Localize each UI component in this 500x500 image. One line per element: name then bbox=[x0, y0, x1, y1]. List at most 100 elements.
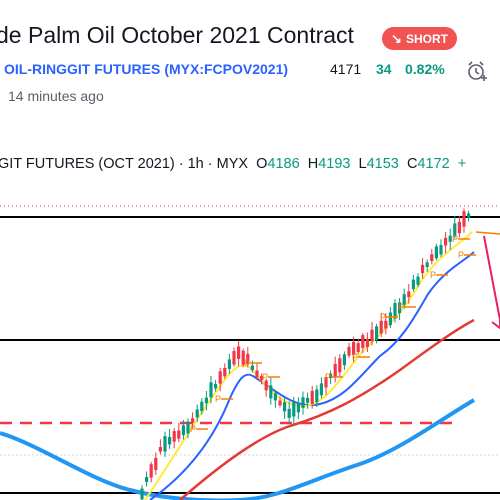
candle-body bbox=[342, 354, 346, 366]
chart-legend: GIT FUTURES (OCT 2021) · 1h · MYX O4186 … bbox=[0, 156, 466, 172]
candle-body bbox=[278, 400, 282, 406]
symbol-code-link[interactable]: (MYX:FCPOV2021) bbox=[164, 61, 289, 77]
candle-body bbox=[214, 384, 218, 389]
candle-body bbox=[379, 320, 383, 334]
candle-body bbox=[416, 276, 420, 285]
candle-body bbox=[370, 329, 374, 342]
candle-body bbox=[273, 393, 277, 401]
candle-body bbox=[154, 457, 158, 470]
candle-body bbox=[356, 343, 360, 352]
candle-body bbox=[434, 246, 438, 259]
candle-body bbox=[246, 353, 250, 365]
signal-marker: P bbox=[352, 352, 358, 362]
candle-body bbox=[375, 326, 379, 341]
legend-close-label: C bbox=[406, 156, 418, 172]
signal-marker: P bbox=[380, 312, 386, 322]
candle-body bbox=[398, 302, 402, 314]
candle-body bbox=[425, 262, 429, 268]
candle-body bbox=[200, 401, 204, 412]
candle-body bbox=[181, 425, 185, 436]
price-change: 34 bbox=[376, 61, 392, 77]
price-change-percent: 0.82% bbox=[405, 61, 445, 77]
signal-marker: P bbox=[215, 394, 221, 404]
candle-body bbox=[163, 436, 167, 452]
projection-orange-line bbox=[475, 231, 500, 235]
candles-group bbox=[140, 208, 471, 500]
legend-instrument: GIT FUTURES (OCT 2021) · 1h · MYX bbox=[0, 156, 249, 172]
alarm-clock-plus-icon[interactable] bbox=[466, 60, 488, 82]
candle-body bbox=[269, 385, 273, 399]
candle-body bbox=[255, 370, 259, 378]
candle-body bbox=[439, 245, 443, 255]
candle-body bbox=[227, 359, 231, 369]
candle-body bbox=[237, 346, 241, 359]
legend-close-value: 4172 bbox=[417, 156, 450, 172]
ema-mid-line bbox=[149, 251, 475, 500]
arrow-down-right-icon: ↘ bbox=[391, 30, 402, 46]
symbol-name-link[interactable]: OIL-RINGGIT FUTURES bbox=[4, 61, 161, 77]
candle-body bbox=[457, 221, 461, 234]
candle-body bbox=[264, 380, 268, 391]
legend-high-value: 4193 bbox=[318, 156, 351, 172]
candle-body bbox=[140, 488, 144, 500]
legend-low-label: L bbox=[358, 156, 367, 172]
short-idea-badge[interactable]: ↘ SHORT bbox=[382, 27, 457, 50]
candle-body bbox=[149, 464, 153, 478]
signal-marker: P bbox=[262, 372, 268, 382]
last-price: 4171 bbox=[330, 61, 362, 77]
candle-body bbox=[347, 346, 351, 356]
update-timestamp: 14 minutes ago bbox=[8, 88, 104, 104]
candle-body bbox=[260, 376, 264, 381]
candle-body bbox=[338, 358, 342, 373]
signal-marker: P bbox=[458, 250, 464, 260]
candle-body bbox=[168, 436, 172, 445]
candle-body bbox=[310, 390, 314, 404]
candle-body bbox=[287, 408, 291, 418]
candle-body bbox=[319, 383, 323, 396]
candle-body bbox=[191, 418, 195, 423]
candle-body bbox=[329, 373, 333, 379]
ema-fast-line bbox=[144, 231, 473, 500]
candle-body bbox=[393, 303, 397, 319]
candle-body bbox=[306, 397, 310, 403]
candle-body bbox=[186, 421, 190, 434]
candle-body bbox=[296, 403, 300, 413]
candle-body bbox=[453, 223, 457, 237]
candle-body bbox=[250, 365, 254, 371]
legend-low-value: 4153 bbox=[366, 156, 399, 172]
candle-body bbox=[444, 237, 448, 246]
candle-body bbox=[384, 320, 388, 329]
signal-marker: P bbox=[452, 234, 458, 244]
candle-body bbox=[223, 367, 227, 377]
page-title: de Palm Oil October 2021 Contract bbox=[0, 22, 354, 48]
candle-body bbox=[462, 211, 466, 227]
candle-body bbox=[448, 235, 452, 242]
signal-marker: P bbox=[190, 424, 196, 434]
candle-body bbox=[407, 291, 411, 298]
candle-body bbox=[315, 389, 319, 403]
candle-body bbox=[301, 397, 305, 408]
candle-body bbox=[232, 351, 236, 365]
candle-body bbox=[218, 371, 222, 384]
candle-body bbox=[177, 430, 181, 439]
candle-body bbox=[283, 402, 287, 412]
signal-marker: P bbox=[430, 270, 436, 280]
candle-body bbox=[172, 431, 176, 442]
projection-pink-line bbox=[483, 235, 500, 330]
candle-body bbox=[333, 363, 337, 377]
signal-marker: P bbox=[398, 302, 404, 312]
candle-body bbox=[388, 312, 392, 326]
candle-body bbox=[145, 476, 149, 482]
candle-body bbox=[241, 350, 245, 365]
candle-body bbox=[467, 213, 471, 218]
candle-body bbox=[411, 279, 415, 290]
ema-slow-line bbox=[179, 318, 475, 500]
badge-label: SHORT bbox=[405, 31, 448, 46]
legend-open-label: O bbox=[256, 156, 268, 172]
candle-body bbox=[195, 409, 199, 418]
candle-body bbox=[324, 377, 328, 388]
candle-body bbox=[209, 382, 213, 398]
signal-marker: P bbox=[244, 358, 250, 368]
